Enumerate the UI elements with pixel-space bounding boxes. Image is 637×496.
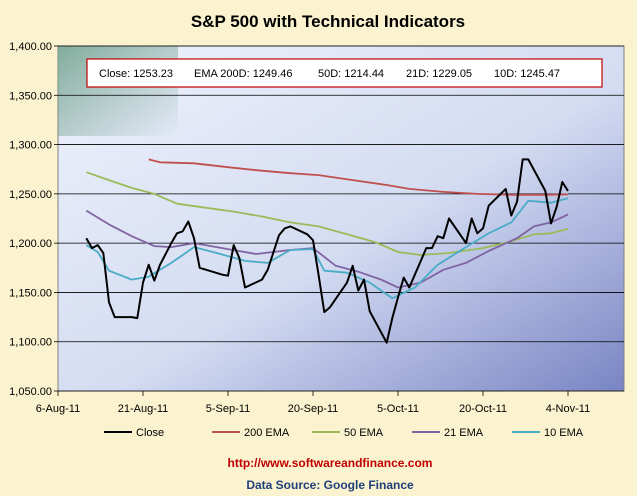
- y-tick-label: 1,400.00: [9, 41, 52, 53]
- y-tick-label: 1,300.00: [9, 140, 52, 152]
- info-box: Close: 1253.23 EMA 200D: 1249.46 50D: 12…: [86, 58, 603, 88]
- x-tick-layer: 6-Aug-11 21-Aug-11 5-Sep-11 20-Sep-11 5-Oct-…: [36, 390, 624, 415]
- x-tick-label: 5-Sep-11: [206, 403, 250, 415]
- x-tick-label: 4-Nov-11: [546, 403, 590, 415]
- y-tick-label: 1,100.00: [9, 337, 52, 349]
- x-tick-label: 5-Oct-11: [377, 403, 419, 415]
- info-close: Close: 1253.23: [99, 68, 173, 80]
- y-tick-label: 1,150.00: [9, 287, 52, 299]
- y-tick-label: 1,250.00: [9, 189, 52, 201]
- x-tick-label: 6-Aug-11: [36, 403, 80, 415]
- series-line-10-ema: [85, 197, 569, 300]
- series-line-close: [85, 158, 569, 344]
- y-tick-label: 1,350.00: [9, 90, 52, 102]
- x-tick-label: 20-Sep-11: [288, 403, 339, 415]
- legend-label-200-ema: 200 EMA: [244, 427, 290, 439]
- series-layer: [85, 158, 569, 344]
- y-tick-label: 1,050.00: [9, 386, 52, 398]
- legend-label-50-ema: 50 EMA: [344, 427, 384, 439]
- y-tick-label: 1,200.00: [9, 238, 52, 250]
- info-10d: 10D: 1245.47: [494, 68, 560, 80]
- footer-url: http://www.softwareandfinance.com: [228, 456, 433, 470]
- info-box-frame: [86, 58, 603, 88]
- legend-label-10-ema: 10 EMA: [544, 427, 584, 439]
- legend-label-21-ema: 21 EMA: [444, 427, 484, 439]
- info-21d: 21D: 1229.05: [406, 68, 472, 80]
- info-ema-200d: EMA 200D: 1249.46: [194, 68, 292, 80]
- legend: Close 200 EMA 50 EMA 21 EMA 10 EMA: [104, 427, 584, 439]
- info-50d: 50D: 1214.44: [318, 68, 384, 80]
- y-tick-layer: 1,050.00 1,100.00 1,150.00 1,200.00 1,250.00…: [9, 41, 58, 398]
- series-line-21-ema: [85, 209, 569, 289]
- legend-label-close: Close: [136, 427, 164, 439]
- x-tick-label: 21-Aug-11: [118, 403, 169, 415]
- x-tick-label: 20-Oct-11: [459, 403, 507, 415]
- footer-source: Data Source: Google Finance: [246, 478, 414, 492]
- chart-title: S&P 500 with Technical Indicators: [191, 12, 465, 31]
